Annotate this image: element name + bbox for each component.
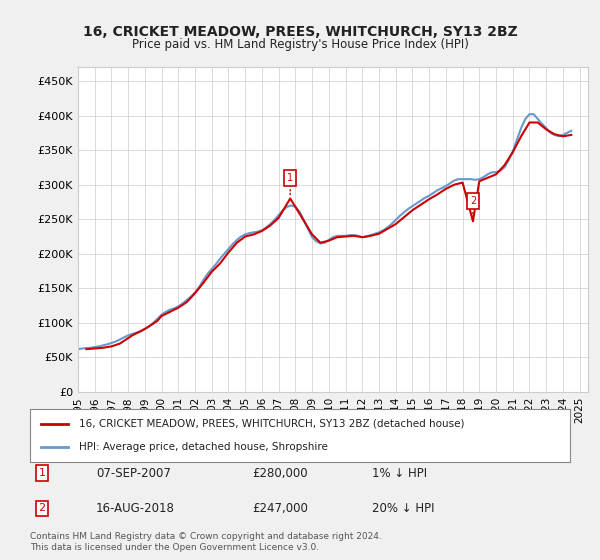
Text: Contains HM Land Registry data © Crown copyright and database right 2024.
This d: Contains HM Land Registry data © Crown c…: [30, 532, 382, 552]
Text: 1% ↓ HPI: 1% ↓ HPI: [372, 466, 427, 480]
Text: HPI: Average price, detached house, Shropshire: HPI: Average price, detached house, Shro…: [79, 442, 328, 452]
Text: 16, CRICKET MEADOW, PREES, WHITCHURCH, SY13 2BZ (detached house): 16, CRICKET MEADOW, PREES, WHITCHURCH, S…: [79, 419, 464, 429]
Text: 16, CRICKET MEADOW, PREES, WHITCHURCH, SY13 2BZ: 16, CRICKET MEADOW, PREES, WHITCHURCH, S…: [83, 25, 517, 39]
Text: 1: 1: [38, 468, 46, 478]
Text: 07-SEP-2007: 07-SEP-2007: [96, 466, 171, 480]
Text: Price paid vs. HM Land Registry's House Price Index (HPI): Price paid vs. HM Land Registry's House …: [131, 38, 469, 50]
Text: 16-AUG-2018: 16-AUG-2018: [96, 502, 175, 515]
Text: 1: 1: [287, 173, 293, 196]
Text: 20% ↓ HPI: 20% ↓ HPI: [372, 502, 434, 515]
Text: 2: 2: [38, 503, 46, 514]
Text: £247,000: £247,000: [252, 502, 308, 515]
Text: 2: 2: [470, 196, 476, 218]
Text: £280,000: £280,000: [252, 466, 308, 480]
